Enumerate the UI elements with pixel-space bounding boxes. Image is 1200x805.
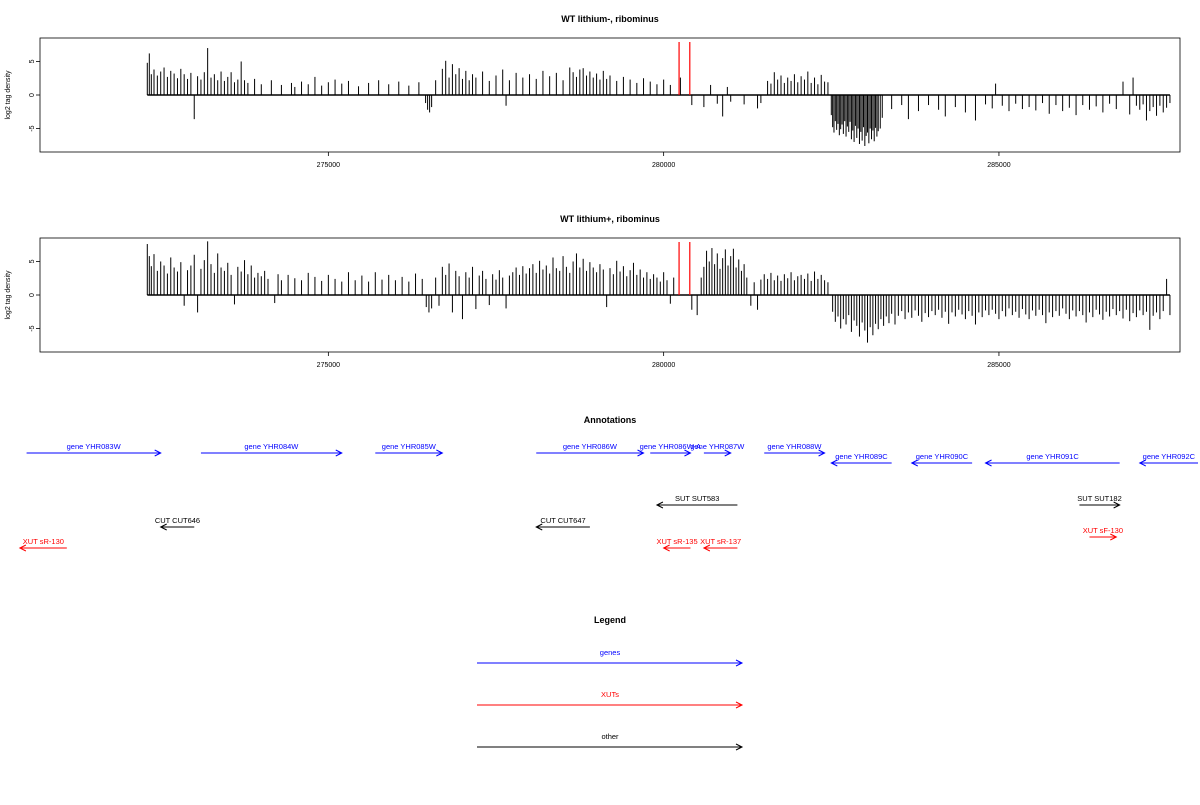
arrow-head xyxy=(154,449,162,457)
feature-arrow xyxy=(1089,533,1118,541)
feature-label: SUT SUT182 xyxy=(1077,494,1121,503)
legend-panel: Legend genes XUTs other xyxy=(477,615,744,751)
arrow-head xyxy=(637,449,645,457)
arrow-head xyxy=(1110,533,1118,541)
annotations-title: Annotations xyxy=(584,415,637,425)
y-tick-label: 5 xyxy=(29,59,36,63)
feature-arrow xyxy=(662,544,691,552)
arrow-head xyxy=(159,523,167,531)
arrow-head xyxy=(335,449,343,457)
legend-title: Legend xyxy=(594,615,626,625)
legend-arrow xyxy=(477,701,744,709)
arrow-head xyxy=(984,459,992,467)
feature-arrow xyxy=(536,449,645,457)
arrow-head xyxy=(735,701,744,709)
feature-label: gene YHR083W xyxy=(67,442,122,451)
arrow-head xyxy=(655,501,664,509)
arrow-head xyxy=(1138,459,1146,467)
arrow-head xyxy=(1113,501,1121,509)
y-axis-label: log2 tag density xyxy=(5,270,12,320)
feature-arrow xyxy=(984,459,1120,467)
arrow-head xyxy=(818,449,826,457)
x-tick-label: 285000 xyxy=(987,362,1010,369)
feature-label: XUT sR-135 xyxy=(656,537,697,546)
x-tick-label: 275000 xyxy=(317,362,340,369)
feature-arrow xyxy=(1079,501,1121,509)
arrow-head xyxy=(662,544,670,552)
legend-label: other xyxy=(601,732,619,741)
feature-arrow xyxy=(26,449,162,457)
feature-label: CUT CUT647 xyxy=(540,516,585,525)
legend-label: genes xyxy=(600,648,621,657)
y-axis-label: log2 tag density xyxy=(5,70,12,120)
chart-title: WT lithium+, ribominus xyxy=(560,214,660,224)
x-tick-label: 275000 xyxy=(317,162,340,169)
feature-arrow xyxy=(375,449,444,457)
feature-label: gene YHR089C xyxy=(835,452,888,461)
track-panel-lithium-minus: WT lithium-, ribominus -5 0 5 log2 tag densi… xyxy=(5,14,1181,169)
feature-arrow xyxy=(703,449,732,457)
feature-label: CUT CUT646 xyxy=(155,516,200,525)
arrow-head xyxy=(735,743,744,751)
feature-label: gene YHR090C xyxy=(916,452,969,461)
feature-label: XUT sR-137 xyxy=(700,537,741,546)
x-tick-label: 280000 xyxy=(652,162,675,169)
x-tick-label: 280000 xyxy=(652,362,675,369)
arrow-head xyxy=(910,459,918,467)
feature-arrow xyxy=(650,449,692,457)
y-tick-label: 5 xyxy=(29,259,36,263)
feature-label: XUT sF-130 xyxy=(1083,526,1123,535)
annotations-panel: Annotations gene YHR083W gene YHR084W gene … xyxy=(18,415,1198,552)
feature-label: XUT sR-130 xyxy=(23,537,64,546)
feature-label: gene YHR091C xyxy=(1026,452,1079,461)
feature-arrow xyxy=(764,449,826,457)
arrow-head xyxy=(830,459,838,467)
y-tick-label: -5 xyxy=(29,325,36,331)
feature-label: gene YHR086W xyxy=(563,442,618,451)
feature-label: gene YHR088W xyxy=(767,442,822,451)
feature-arrow xyxy=(655,501,738,509)
y-tick-label: 0 xyxy=(29,93,36,97)
feature-arrow xyxy=(702,544,738,552)
feature-arrow xyxy=(535,523,590,531)
arrow-head xyxy=(702,544,711,552)
y-tick-label: 0 xyxy=(29,293,36,297)
feature-label: gene YHR092C xyxy=(1143,452,1196,461)
arrow-head xyxy=(684,449,692,457)
arrow-head xyxy=(735,659,744,667)
feature-label: gene YHR085W xyxy=(382,442,437,451)
feature-label: gene YHR086W-A xyxy=(640,442,701,451)
chart-title: WT lithium-, ribominus xyxy=(561,14,659,24)
arrow-head xyxy=(535,523,543,531)
arrow-head xyxy=(724,449,732,457)
legend-label: XUTs xyxy=(601,690,619,699)
feature-label: gene YHR084W xyxy=(244,442,299,451)
feature-arrow xyxy=(830,459,892,467)
y-tick-label: -5 xyxy=(29,125,36,131)
feature-arrow xyxy=(18,544,67,552)
track-panel-lithium-plus: WT lithium+, ribominus -5 0 5 log2 tag densi… xyxy=(5,214,1181,369)
feature-arrow xyxy=(910,459,973,467)
arrow-head xyxy=(18,544,27,552)
legend-arrow xyxy=(477,743,744,751)
feature-label: SUT SUT583 xyxy=(675,494,719,503)
x-tick-label: 285000 xyxy=(987,162,1010,169)
feature-arrow xyxy=(200,449,343,457)
feature-label: gene YHR087W xyxy=(690,442,745,451)
arrow-head xyxy=(436,449,444,457)
feature-arrow xyxy=(159,523,195,531)
feature-arrow xyxy=(1138,459,1198,467)
legend-arrow xyxy=(477,659,744,667)
